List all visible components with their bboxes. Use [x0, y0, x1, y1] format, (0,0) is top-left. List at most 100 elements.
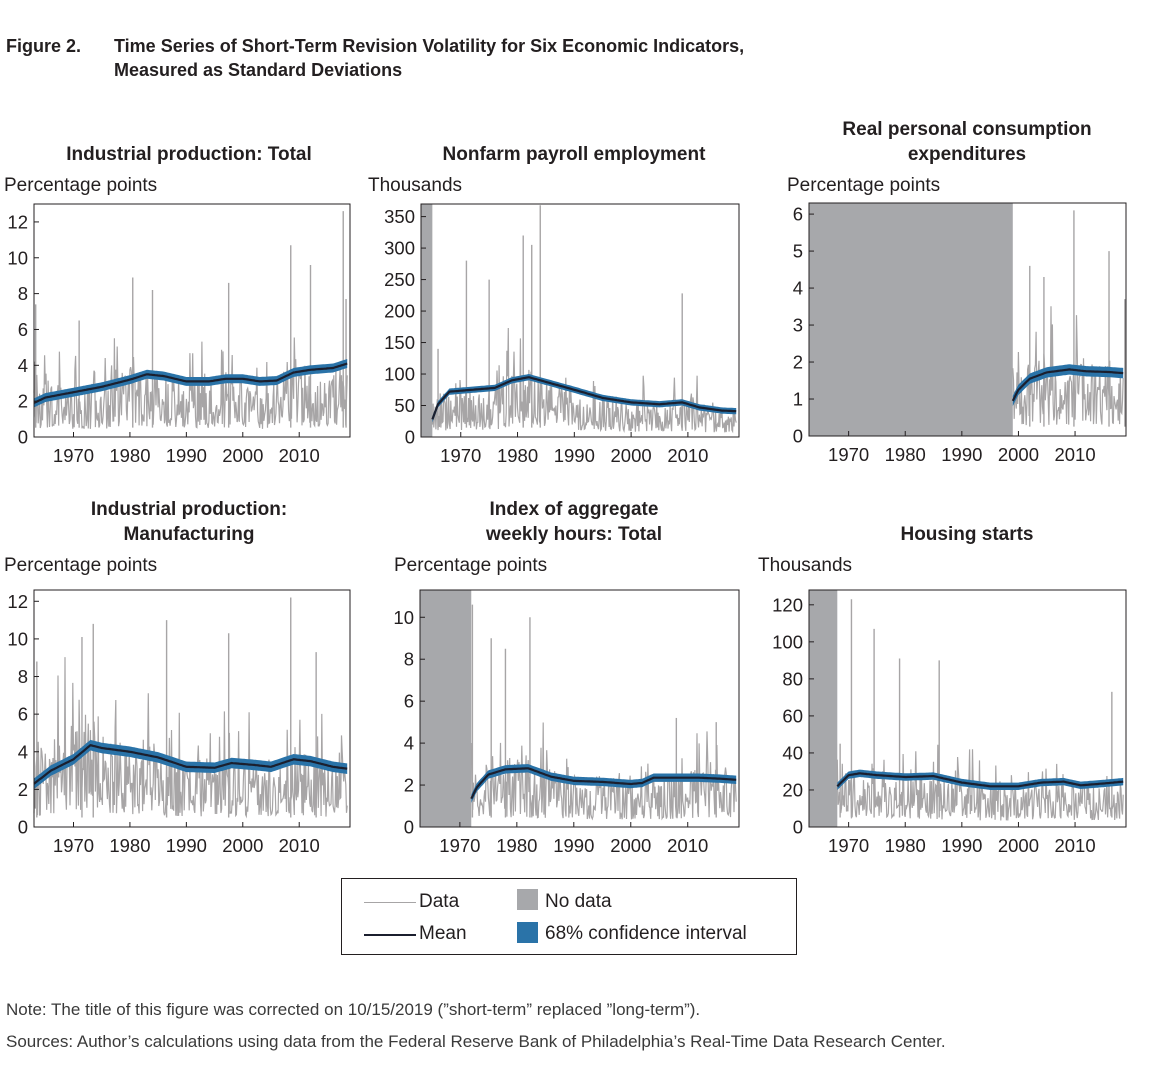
x-tick-label: 2010: [1054, 444, 1095, 465]
data-series: [470, 722, 737, 821]
y-tick-label: 4: [18, 355, 28, 376]
y-tick-label: 4: [404, 733, 414, 754]
chart-housing-starts: 0 20 40 60 80 100 120 1970 1980 1990 2000 2010: [772, 589, 1127, 856]
figure-note: Note: The title of this figure was corre…: [6, 1000, 701, 1019]
y-tick-label: 5: [793, 241, 803, 262]
y-tick-label: 2: [18, 391, 28, 412]
y-unit-label: Percentage points: [4, 555, 158, 576]
plot-frame: [420, 203, 740, 438]
plot-frame: [808, 589, 1127, 828]
y-tick-label: 8: [404, 649, 414, 670]
y-tick-label: 6: [18, 319, 28, 340]
y-tick-label: 60: [782, 705, 803, 726]
y-tick-label: 0: [405, 427, 415, 448]
x-tick-label: 2010: [667, 835, 708, 856]
legend-data-label: Data: [419, 891, 460, 912]
y-tick-label: 120: [772, 594, 803, 615]
y-tick-label: 4: [18, 741, 28, 762]
y-tick-label: 0: [404, 817, 414, 838]
y-tick-label: 1: [793, 389, 803, 410]
panel-title: Housing starts: [782, 522, 1152, 547]
y-tick-label: 2: [18, 779, 28, 800]
mean-line: [33, 744, 348, 785]
y-tick-label: 100: [384, 364, 415, 385]
y-tick-label: 250: [384, 269, 415, 290]
y-tick-label: 10: [393, 607, 414, 628]
y-tick-label: 300: [384, 238, 415, 259]
panel-title: Nonfarm payroll employment: [389, 142, 759, 167]
panel-title-line2: expenditures: [907, 144, 1027, 165]
y-unit-label: Percentage points: [4, 175, 158, 196]
plot-frame: [33, 589, 351, 828]
y-tick-label: 0: [18, 427, 28, 448]
x-tick-label: 2010: [667, 445, 708, 466]
data-series: [33, 657, 348, 819]
panel-title-line1: Industrial production: Total: [66, 144, 312, 165]
legend-ci-label: 68% confidence interval: [545, 923, 747, 944]
panel-title-line1: Housing starts: [900, 524, 1034, 545]
figure-title-line2: Measured as Standard Deviations: [114, 60, 403, 80]
data-series: [431, 327, 737, 434]
mean-line: [33, 362, 348, 404]
figure-number: Figure 2.: [6, 36, 82, 56]
no-data-region: [809, 203, 1013, 436]
chart-industrial-production-manufacturing: 0 2 4 6 8 10 12 1970 1980 1990 2000 2010: [7, 589, 351, 856]
panel-title-line1: Index of aggregate: [489, 499, 659, 520]
y-tick-label: 12: [7, 211, 28, 232]
confidence-interval-band: [837, 769, 1124, 790]
y-tick-label: 4: [793, 278, 803, 299]
y-tick-label: 150: [384, 332, 415, 353]
y-tick-label: 100: [772, 631, 803, 652]
y-tick-label: 12: [7, 591, 28, 612]
y-tick-label: 8: [18, 283, 28, 304]
x-tick-label: 1980: [885, 835, 926, 856]
no-data-region: [809, 590, 838, 827]
x-tick-label: 2000: [998, 444, 1039, 465]
x-tick-label: 2010: [1054, 835, 1095, 856]
x-tick-label: 1990: [941, 835, 982, 856]
y-unit-label: Thousands: [758, 555, 853, 576]
y-tick-label: 2: [793, 352, 803, 373]
mean-line: [836, 772, 1124, 788]
chart-nonfarm-payroll: 0 50 100 150 200 250 300 350 1970 1980 1990 2000 201…: [384, 203, 740, 466]
legend-no-data-label: No data: [545, 891, 612, 912]
y-tick-label: 350: [384, 206, 415, 227]
panel-title-line2: Manufacturing: [123, 524, 255, 545]
figure-title: Time Series of Short-Term Revision Volat…: [114, 34, 914, 82]
x-tick-label: 2000: [998, 835, 1039, 856]
no-data-region: [421, 204, 433, 437]
y-tick-label: 6: [18, 704, 28, 725]
y-tick-label: 0: [793, 817, 803, 838]
x-tick-label: 1990: [166, 835, 207, 856]
y-tick-label: 80: [782, 668, 803, 689]
y-unit-label: Percentage points: [394, 555, 548, 576]
y-tick-label: 2: [404, 775, 414, 796]
legend-ci-swatch: [517, 922, 538, 943]
panel-title: Real personal consumption expenditures: [782, 117, 1152, 167]
x-tick-label: 2000: [222, 445, 263, 466]
y-tick-label: 10: [7, 247, 28, 268]
x-tick-label: 1970: [53, 835, 94, 856]
y-tick-label: 200: [384, 301, 415, 322]
y-unit-label: Percentage points: [787, 175, 941, 196]
x-tick-label: 1990: [941, 444, 982, 465]
x-tick-label: 2010: [279, 445, 320, 466]
figure-sources: Sources: Author’s calculations using dat…: [6, 1032, 946, 1051]
data-series: [836, 744, 1124, 821]
x-tick-label: 2010: [279, 835, 320, 856]
legend-data-line: [364, 902, 416, 903]
y-tick-label: 8: [18, 666, 28, 687]
x-tick-label: 1980: [885, 444, 926, 465]
confidence-interval-band: [34, 739, 348, 789]
legend: Data Mean No data 68% confidence interva…: [341, 878, 797, 955]
legend-mean-line: [364, 934, 416, 936]
panel-title-line1: Industrial production:: [90, 499, 288, 520]
x-tick-label: 1970: [828, 444, 869, 465]
x-tick-label: 1980: [109, 445, 150, 466]
x-tick-label: 1970: [53, 445, 94, 466]
x-tick-label: 1990: [554, 445, 595, 466]
panel-title: Industrial production: Manufacturing: [4, 497, 374, 547]
chart-real-pce: 0 1 2 3 4 5 6 1970 1980 1990 2000 2010: [793, 202, 1127, 465]
y-tick-label: 6: [404, 691, 414, 712]
x-tick-label: 1980: [497, 445, 538, 466]
